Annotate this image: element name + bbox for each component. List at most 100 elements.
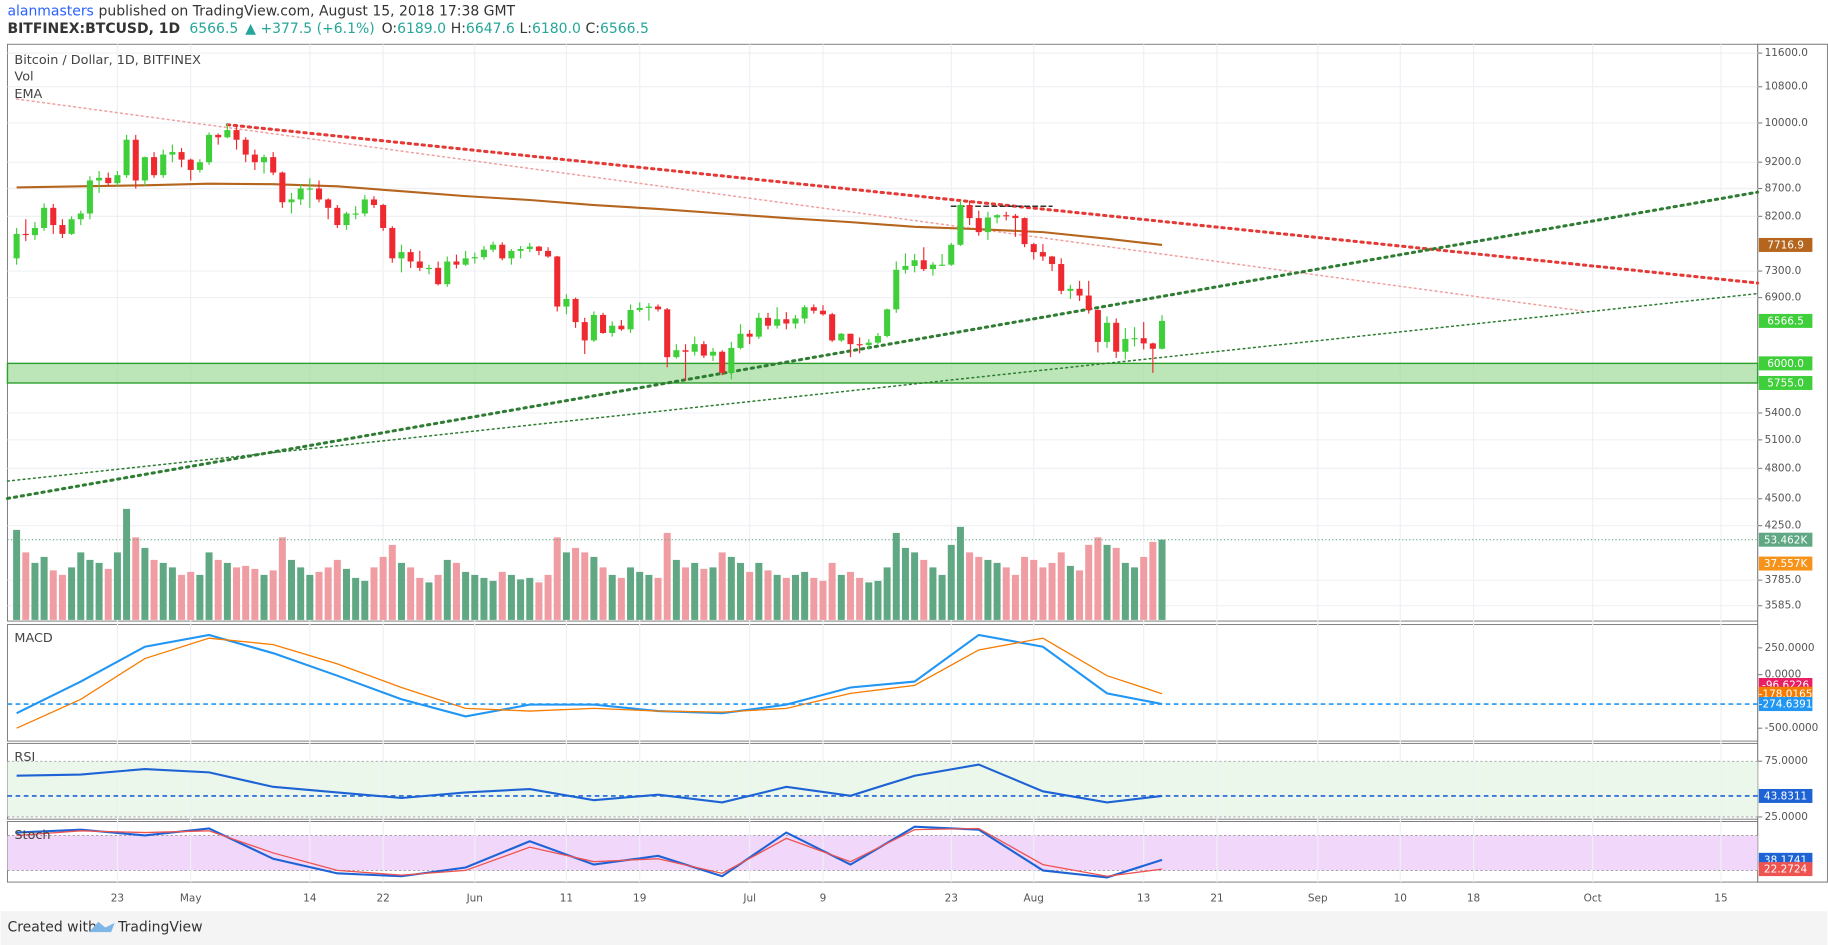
volume-bar bbox=[1085, 544, 1093, 620]
volume-bar bbox=[260, 574, 268, 620]
volume-bar bbox=[1021, 556, 1029, 620]
volume-bar bbox=[828, 562, 836, 620]
candle-body bbox=[939, 264, 946, 266]
panel-title: RSI bbox=[14, 750, 35, 765]
price-label-box bbox=[1758, 237, 1813, 252]
volume-bar bbox=[1066, 565, 1074, 620]
volume-bar bbox=[956, 526, 964, 620]
published: published on TradingView.com, August 15,… bbox=[99, 4, 516, 20]
candle-body bbox=[105, 177, 112, 184]
volume-bar bbox=[22, 552, 30, 620]
price-label: 6566.5 bbox=[1767, 315, 1804, 327]
volume-bar bbox=[526, 577, 534, 620]
o-value: 6189.0 bbox=[397, 21, 446, 37]
candle-body bbox=[535, 246, 542, 251]
volume-bar bbox=[691, 562, 699, 620]
volume-bar bbox=[498, 571, 506, 620]
candle-body bbox=[178, 152, 185, 160]
volume-bar bbox=[892, 532, 900, 620]
volume-bar bbox=[553, 537, 561, 620]
candle-body bbox=[251, 154, 258, 163]
y-tick-label: 6900.0 bbox=[1765, 292, 1802, 304]
footer-brand[interactable]: TradingView bbox=[117, 920, 202, 936]
candle-body bbox=[847, 333, 854, 345]
indicator-line bbox=[16, 633, 1163, 718]
volume-bar bbox=[883, 567, 891, 620]
volume-bar bbox=[608, 574, 616, 620]
candle-body bbox=[242, 139, 249, 155]
candle-body bbox=[196, 162, 203, 170]
candle-body bbox=[600, 314, 607, 333]
author[interactable]: alanmasters bbox=[7, 4, 93, 20]
candle-body bbox=[664, 309, 671, 358]
volume-bar bbox=[480, 577, 488, 620]
candle-body bbox=[792, 318, 799, 324]
volume-bar bbox=[159, 562, 167, 620]
band bbox=[7, 761, 1758, 817]
candle-body bbox=[1030, 244, 1037, 253]
candle-body bbox=[636, 307, 643, 311]
candle-body bbox=[480, 249, 487, 258]
candle-body bbox=[96, 177, 103, 181]
volume-bar bbox=[86, 559, 94, 620]
indicator-line bbox=[16, 763, 1163, 804]
volume-bar bbox=[1002, 567, 1010, 620]
volume-bar bbox=[672, 559, 680, 620]
candle-body bbox=[920, 260, 927, 270]
candle-body bbox=[728, 347, 735, 373]
c-key: C: bbox=[586, 21, 600, 37]
y-tick-label: 0.0000 bbox=[1765, 669, 1802, 681]
candle-body bbox=[966, 205, 973, 219]
trendline bbox=[225, 123, 1760, 285]
price-label: 53.462K bbox=[1764, 534, 1809, 546]
y-tick-label: 4500.0 bbox=[1765, 493, 1802, 505]
volume-bar bbox=[810, 577, 818, 620]
candle-body bbox=[957, 205, 964, 245]
candle-body bbox=[41, 207, 48, 228]
y-tick-label: 8200.0 bbox=[1765, 210, 1802, 222]
candle-body bbox=[334, 207, 341, 226]
volume-bar bbox=[233, 567, 241, 620]
support-zone bbox=[6, 362, 1759, 384]
candle-body bbox=[984, 217, 991, 233]
candle-body bbox=[563, 298, 570, 307]
price-label: 5755.0 bbox=[1767, 378, 1804, 390]
candle-body bbox=[50, 207, 57, 226]
volume-bar bbox=[123, 508, 131, 620]
l-value: 6180.0 bbox=[532, 21, 581, 37]
y-tick-label: 4250.0 bbox=[1765, 520, 1802, 532]
candle-body bbox=[655, 306, 662, 310]
footer-text: Created with bbox=[7, 920, 96, 936]
candle-body bbox=[673, 350, 680, 358]
h-value: 6647.6 bbox=[466, 21, 515, 37]
candle-body bbox=[288, 199, 295, 203]
publish-line: alanmasters published on TradingView.com,… bbox=[7, 4, 515, 20]
volume-bar bbox=[251, 568, 259, 620]
candle-body bbox=[948, 244, 955, 265]
volume-bar bbox=[1121, 562, 1129, 620]
volume-bar bbox=[425, 582, 433, 620]
volume-bar bbox=[737, 562, 745, 620]
candle-body bbox=[279, 172, 286, 203]
y-tick-label: 75.0000 bbox=[1765, 755, 1808, 767]
candle-body bbox=[1104, 322, 1111, 342]
candle-body bbox=[343, 213, 350, 226]
volume-bar bbox=[700, 568, 708, 620]
candle-body bbox=[1058, 264, 1065, 291]
candle-body bbox=[517, 249, 524, 251]
x-tick-label: 23 bbox=[945, 892, 958, 904]
candle-body bbox=[1122, 338, 1129, 352]
candle-body bbox=[554, 256, 561, 307]
price-axis bbox=[1757, 43, 1828, 883]
volume-bar bbox=[773, 574, 781, 620]
last: 6566.5 bbox=[189, 21, 238, 37]
candle-body bbox=[123, 139, 130, 176]
x-tick-label: 22 bbox=[376, 892, 389, 904]
candle-body bbox=[114, 175, 121, 184]
x-tick-label: Sep bbox=[1308, 892, 1328, 904]
volume-bar bbox=[150, 559, 158, 620]
volume-bar bbox=[562, 552, 570, 620]
candle-body bbox=[215, 134, 222, 138]
price-label-box bbox=[1758, 356, 1813, 371]
volume-bar bbox=[975, 556, 983, 620]
